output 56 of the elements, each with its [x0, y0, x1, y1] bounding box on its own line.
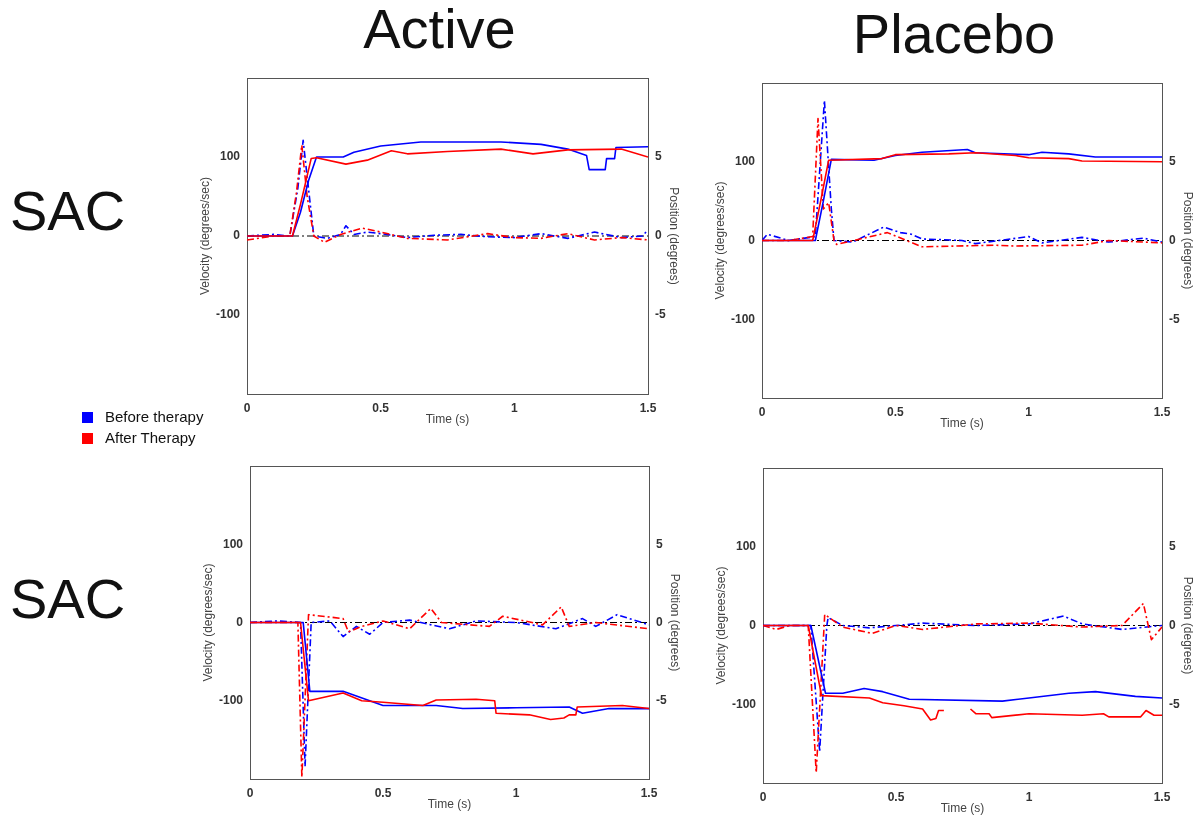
y-tick-label: -100	[218, 693, 244, 708]
chart-title: Placebo	[851, 1, 1057, 66]
y2-tick-label: 5	[655, 149, 662, 164]
y2-tick-label: 0	[656, 614, 663, 629]
legend-label: Before therapy	[105, 408, 204, 425]
y2-tick-label: 0	[1169, 617, 1176, 632]
y2-tick-label: -5	[1169, 696, 1180, 711]
x-tick-label: 1.5	[1153, 789, 1171, 804]
text: SAC	[10, 178, 126, 243]
y2-tick-label: 5	[1169, 154, 1176, 169]
y-tick-label: 0	[749, 617, 757, 632]
y2-tick-label: -5	[656, 693, 667, 708]
x-tick-label: 1	[1025, 404, 1033, 419]
x-tick-label: 1.5	[1153, 404, 1171, 419]
y-axis-title: Velocity (degrees/sec)	[712, 181, 727, 300]
y-tick-label: 100	[735, 539, 757, 554]
y2-tick-label: 5	[656, 536, 663, 551]
y2-tick-label: -5	[1169, 311, 1180, 326]
y-tick-label: -100	[731, 696, 757, 711]
legend-label: After Therapy	[105, 429, 196, 446]
y-tick-label: 100	[734, 154, 756, 169]
y-axis-title: Velocity (degrees/sec)	[713, 566, 728, 685]
x-tick-label: 1	[510, 400, 518, 415]
x-tick-label: 1.5	[639, 400, 657, 415]
x-tick-label: 1	[1025, 789, 1033, 804]
x-tick-label: 1.5	[640, 785, 658, 800]
x-tick-label: 0.5	[372, 400, 390, 415]
x-tick-label: 0	[759, 789, 767, 804]
y-tick-label: -100	[215, 307, 241, 322]
x-axis-title: Time (s)	[940, 801, 985, 816]
text: SAC	[10, 566, 126, 631]
x-tick-label: 0.5	[887, 789, 905, 804]
y-tick-label: 0	[748, 232, 756, 247]
y-axis-title: Velocity (degrees/sec)	[197, 176, 212, 296]
y2-axis-title: Position (degrees)	[667, 187, 682, 285]
y2-tick-label: 0	[655, 228, 662, 243]
x-tick-label: 0.5	[886, 404, 904, 419]
y-tick-label: 0	[236, 614, 244, 629]
chart-title: Active	[362, 0, 517, 61]
x-axis-title: Time (s)	[427, 797, 472, 812]
x-axis-title: Time (s)	[940, 416, 984, 431]
y-tick-label: -100	[730, 311, 756, 326]
y2-axis-title: Position (degrees)	[1181, 191, 1196, 290]
y2-axis-title: Position (degrees)	[1181, 576, 1196, 675]
x-tick-label: 1	[512, 785, 520, 800]
x-tick-label: 0	[246, 785, 254, 800]
y2-tick-label: 5	[1169, 539, 1176, 554]
y2-tick-label: -5	[655, 307, 666, 322]
y2-tick-label: 0	[1169, 232, 1176, 247]
y2-axis-title: Position (degrees)	[668, 573, 683, 672]
x-tick-label: 0.5	[374, 785, 392, 800]
y-tick-label: 100	[222, 536, 244, 551]
y-axis-title: Velocity (degrees/sec)	[200, 563, 215, 682]
y-tick-label: 0	[233, 228, 241, 243]
y-tick-label: 100	[219, 149, 241, 164]
x-axis-title: Time (s)	[425, 412, 470, 427]
